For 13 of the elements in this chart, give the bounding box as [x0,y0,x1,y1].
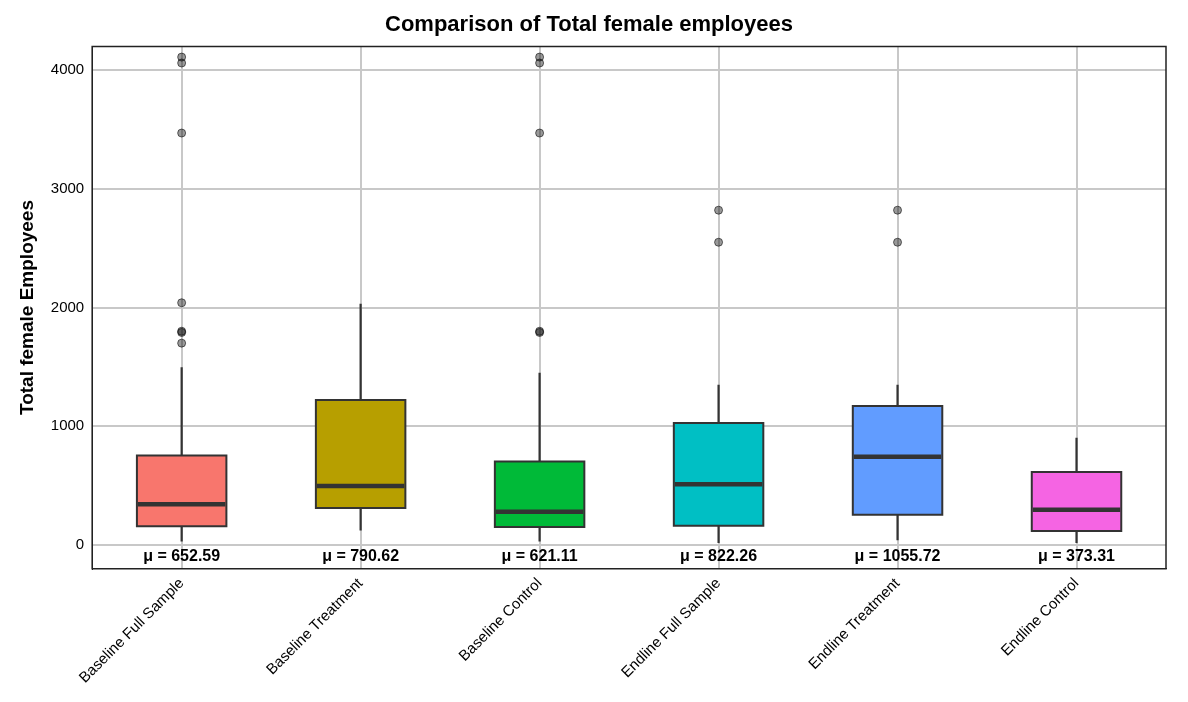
y-axis-title: Total female Employees [15,199,37,416]
annotation: μ = 373.31 [1038,547,1116,565]
y-tick-label: 0 [75,535,85,553]
chart-title: Comparison of Total female employees [385,11,793,37]
y-tick-label: 1000 [50,416,85,434]
annotation: μ = 790.62 [322,547,400,565]
annotation: μ = 652.59 [143,547,221,565]
y-tick-label: 4000 [50,60,85,78]
annotation: μ = 822.26 [680,547,758,565]
annotation: μ = 621.11 [501,547,578,565]
y-tick-label: 2000 [50,297,85,315]
annotation: μ = 1055.72 [854,547,941,565]
y-tick-label: 3000 [50,178,85,196]
